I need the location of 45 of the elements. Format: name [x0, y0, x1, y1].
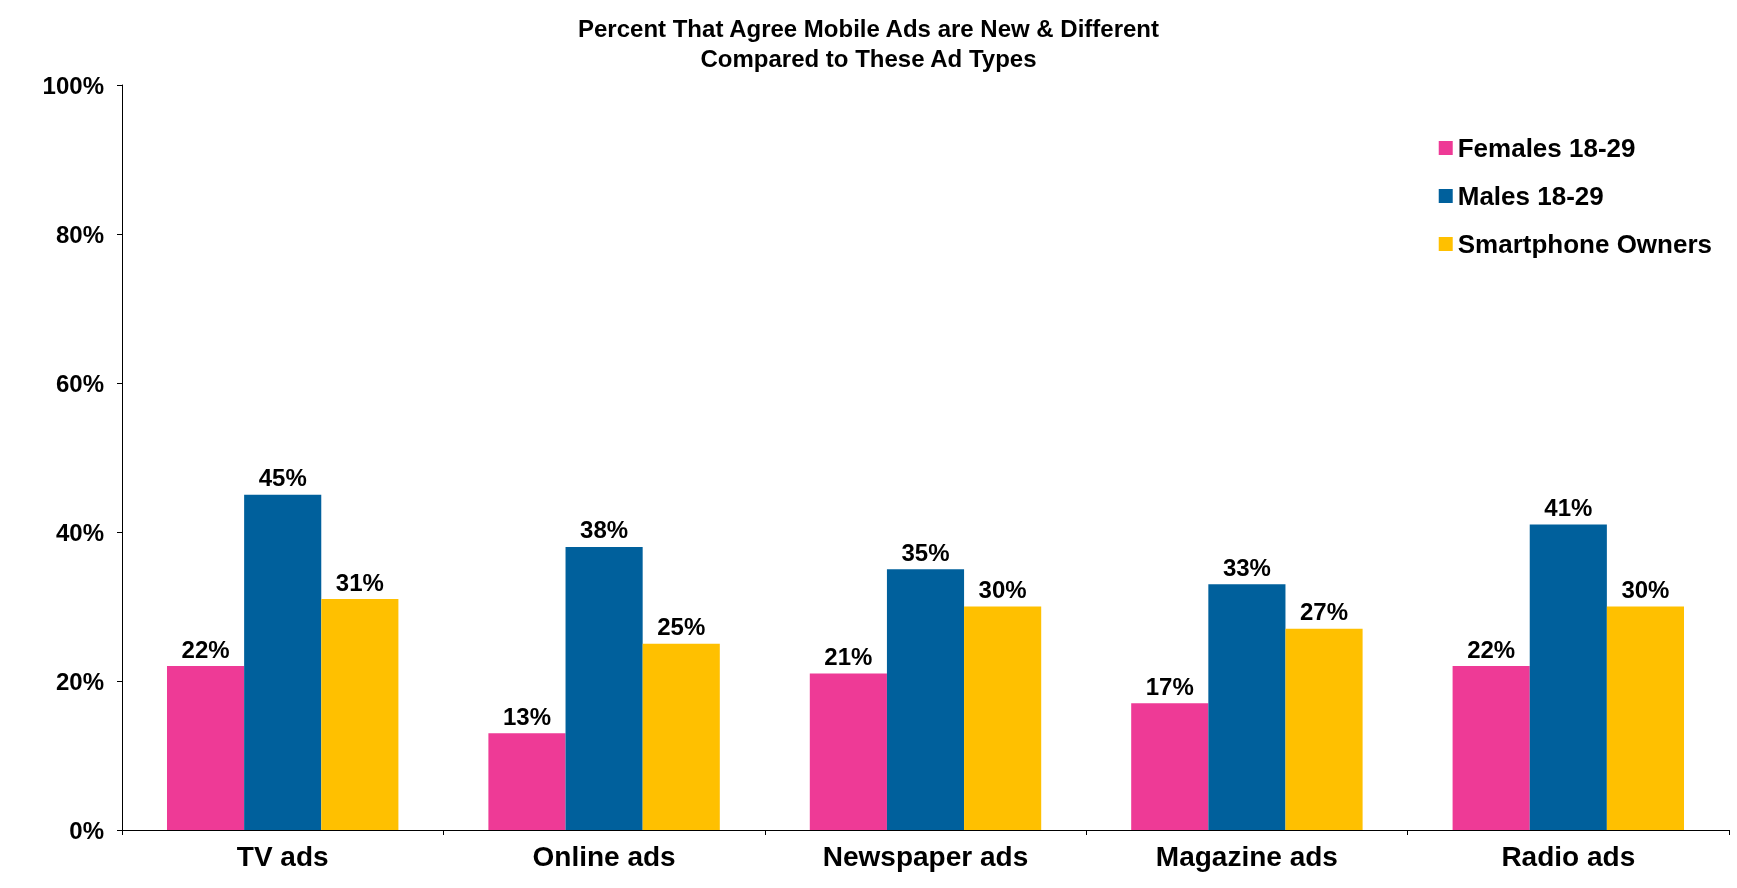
data-label: 13%: [502, 702, 551, 730]
y-tick-label: 80%: [55, 220, 104, 248]
bar: [1285, 628, 1363, 830]
legend-label: Females 18-29: [1457, 133, 1636, 163]
data-label: 41%: [1544, 494, 1593, 522]
chart-title: Percent That Agree Mobile Ads are New & Different Compared to These Ad Types: [577, 14, 1160, 72]
y-tick-label: 40%: [55, 518, 104, 546]
data-label: 25%: [657, 613, 706, 641]
y-tick-label: 0%: [69, 816, 104, 844]
bar: [167, 666, 245, 830]
bar: [321, 599, 399, 830]
bar: [809, 673, 887, 830]
x-tick-label: Radio ads: [1501, 840, 1636, 872]
y-tick-label: 60%: [55, 369, 104, 397]
y-tick-label: 100%: [42, 71, 104, 99]
data-label: 27%: [1300, 598, 1349, 626]
data-label: 38%: [580, 516, 629, 544]
data-label: 21%: [824, 643, 873, 671]
data-label: 31%: [335, 568, 384, 596]
x-tick-label: Online ads: [532, 840, 676, 872]
x-tick-label: TV ads: [236, 840, 329, 872]
bar: [1131, 703, 1209, 830]
data-label: 45%: [258, 464, 307, 492]
x-tick-label: Magazine ads: [1155, 840, 1338, 872]
bar: [565, 546, 643, 830]
bar: [1606, 606, 1684, 830]
data-label: 17%: [1145, 672, 1194, 700]
legend-label: Smartphone Owners: [1457, 229, 1713, 259]
bar: [244, 494, 322, 830]
data-label: 22%: [1467, 635, 1516, 663]
bar: [642, 643, 720, 830]
bar: [1529, 524, 1607, 830]
data-label: 35%: [901, 538, 950, 566]
y-tick-label: 20%: [55, 667, 104, 695]
bar: [964, 606, 1042, 830]
data-label: 30%: [1621, 576, 1670, 603]
bar: [886, 569, 965, 830]
data-label: 30%: [978, 576, 1027, 603]
bar: [1452, 666, 1530, 830]
data-label: 22%: [181, 635, 230, 663]
data-label: 33%: [1222, 553, 1271, 581]
legend-label: Males 18-29: [1457, 181, 1604, 211]
bar: [488, 733, 566, 830]
x-tick-label: Newspaper ads: [822, 840, 1029, 872]
bar: [1208, 584, 1286, 830]
